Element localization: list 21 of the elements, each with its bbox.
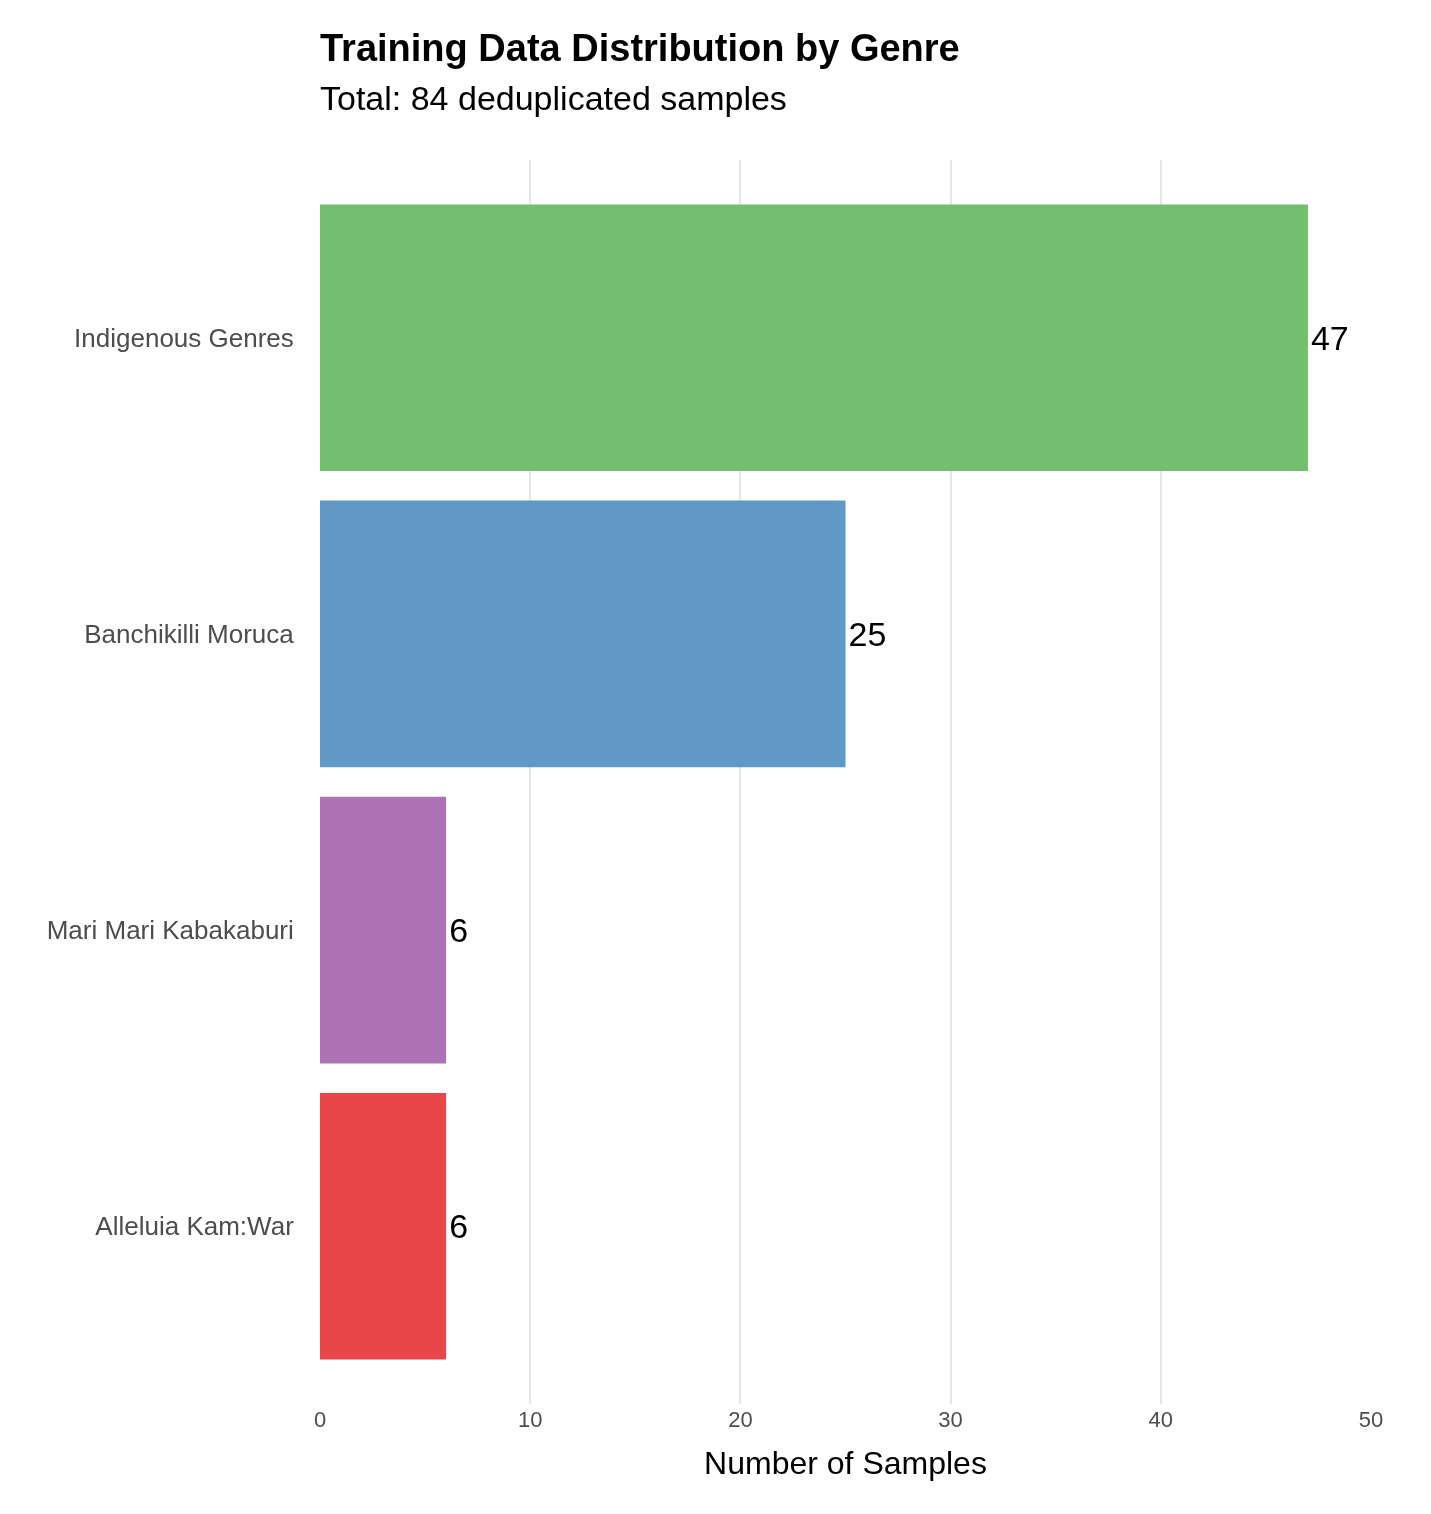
bar — [320, 204, 1308, 471]
bar — [320, 796, 447, 1064]
data-label: 47 — [1310, 318, 1349, 357]
x-tick-label: 50 — [1358, 1407, 1384, 1432]
x-axis-title: Number of Samples — [704, 1444, 987, 1481]
data-label: 25 — [848, 614, 887, 653]
chart-subtitle: Total: 84 deduplicated samples — [320, 78, 787, 117]
y-tick-label: Banchikilli Moruca — [84, 619, 295, 649]
x-tick-label: 20 — [728, 1407, 753, 1432]
x-tick-label: 40 — [1148, 1407, 1174, 1432]
y-tick-label: Alleluia Kam:War — [95, 1211, 295, 1242]
x-tick-label: 10 — [517, 1407, 543, 1432]
y-tick-label: Mari Mari Kabakaburi — [46, 915, 294, 946]
y-tick-label: Indigenous Genres — [74, 322, 294, 353]
bar — [320, 500, 846, 768]
bar — [320, 1093, 447, 1360]
chart-title: Training Data Distribution by Genre — [320, 26, 960, 69]
x-tick-label: 0 — [313, 1407, 327, 1432]
data-label: 6 — [449, 911, 469, 950]
x-tick-label: 30 — [938, 1407, 963, 1432]
data-label: 6 — [449, 1207, 469, 1246]
